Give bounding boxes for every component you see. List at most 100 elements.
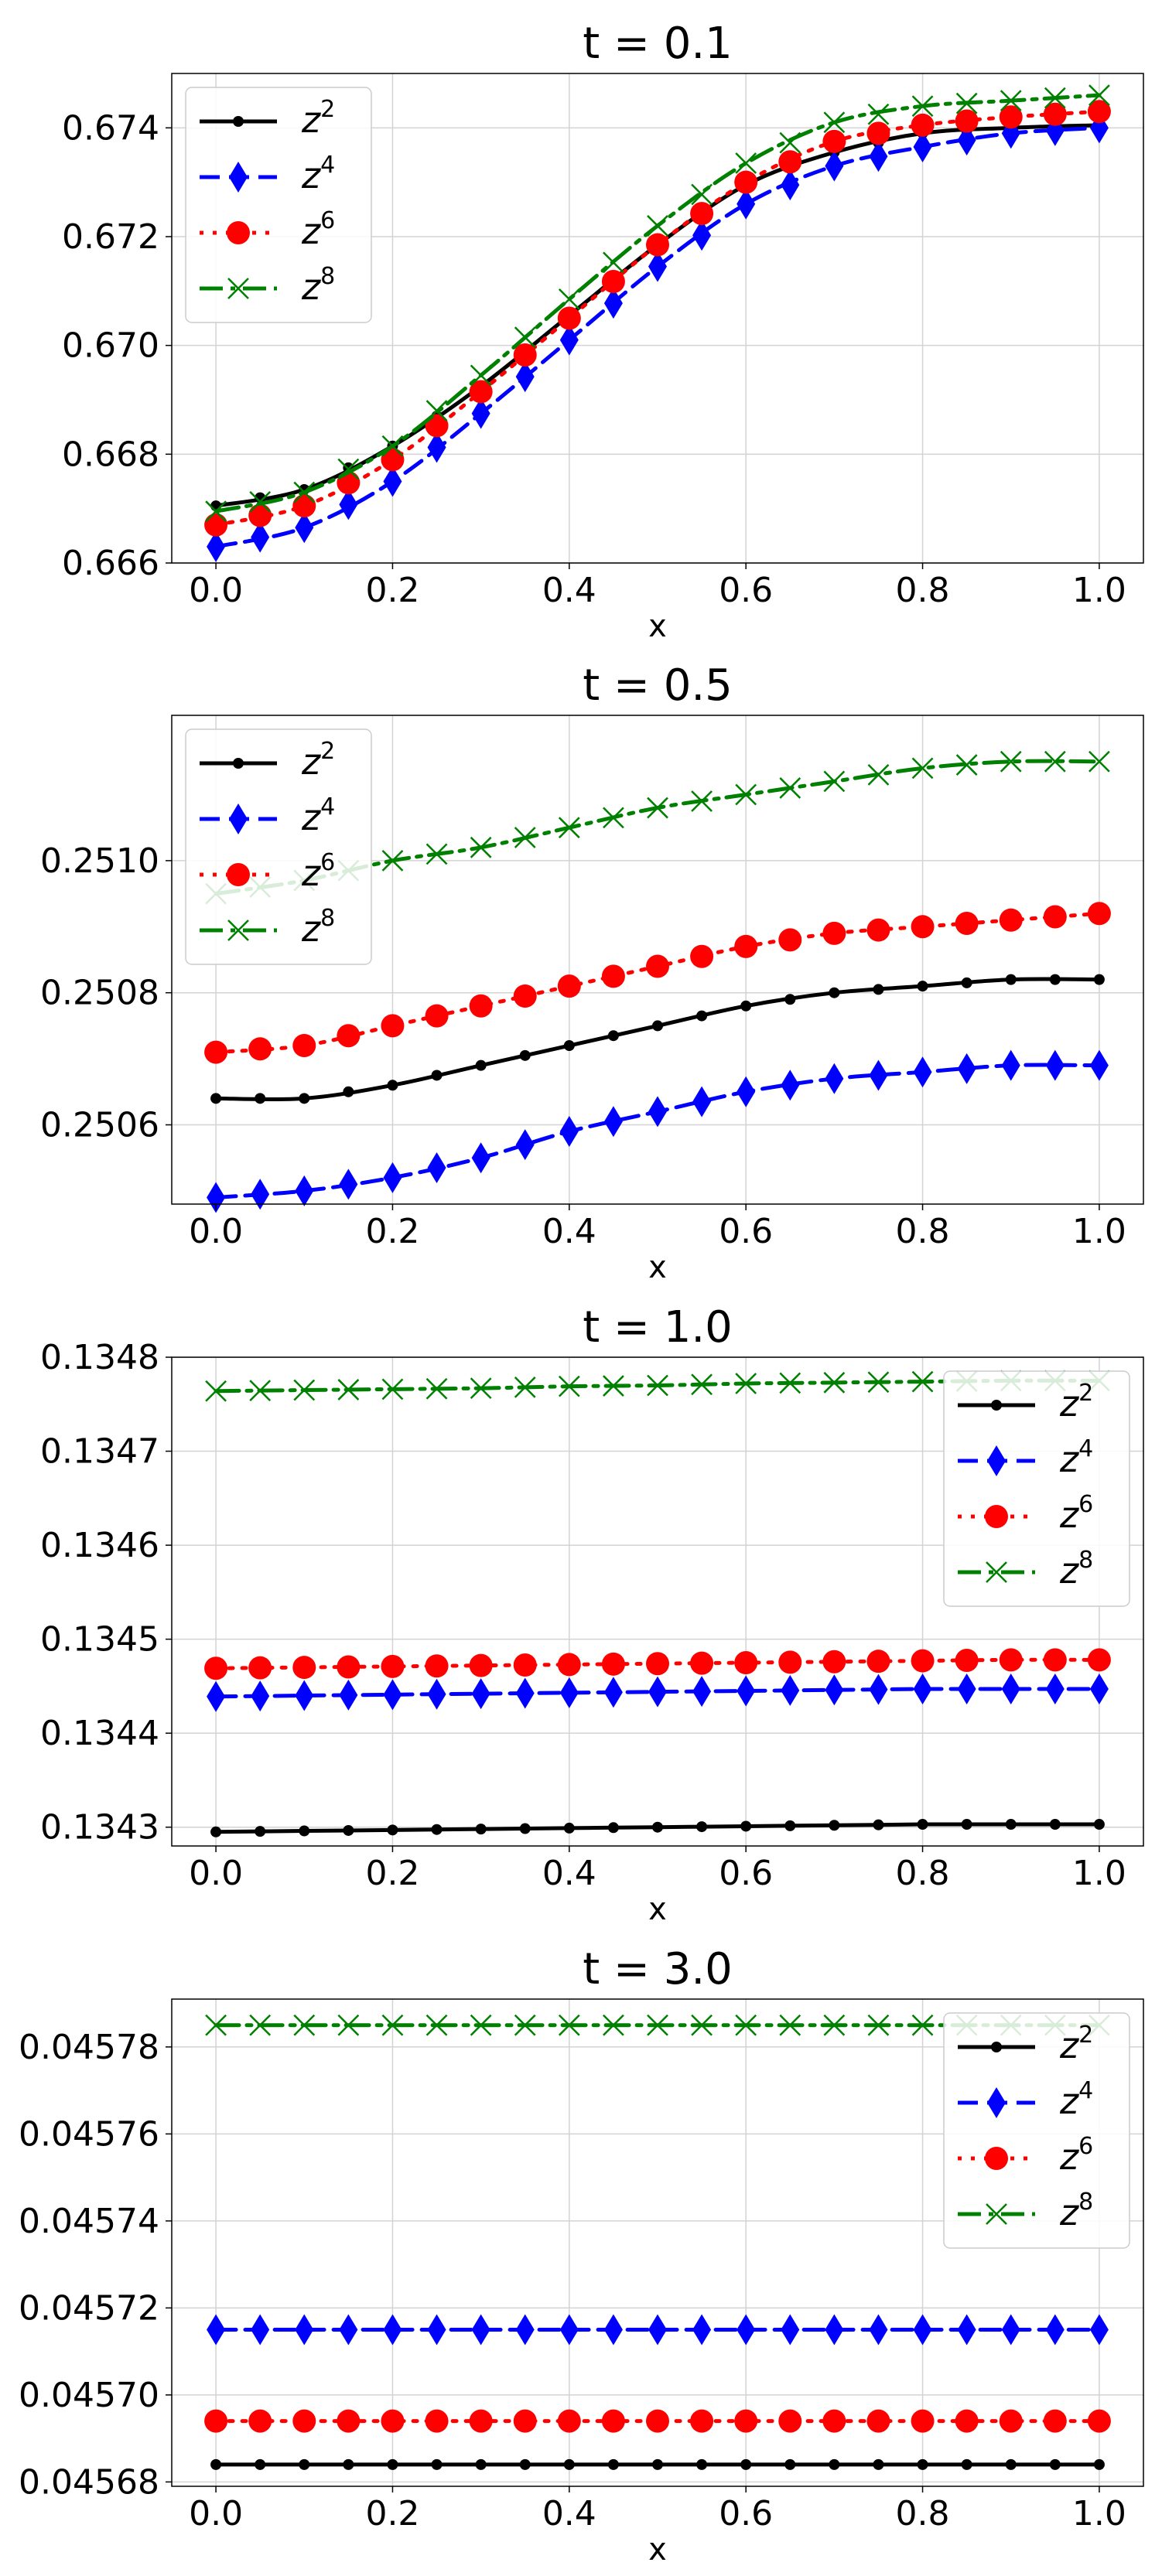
series-z4 xyxy=(207,1674,1109,1712)
x-tick-label: 0.2 xyxy=(365,571,419,610)
data-point xyxy=(646,1652,669,1676)
legend-box xyxy=(185,87,372,323)
data-point xyxy=(471,2314,490,2346)
data-point xyxy=(1000,90,1022,112)
data-point xyxy=(339,489,358,520)
data-point xyxy=(692,1086,712,1117)
axes-frame xyxy=(171,715,1144,1205)
data-point xyxy=(515,361,535,393)
data-point xyxy=(557,1653,581,1677)
data-point xyxy=(603,1677,623,1708)
data-point xyxy=(207,1680,226,1712)
chart-panel-1: 0.0 0.2 0.4 0.6 0.8 1.0 0.666 0.668 0.670 0.672 0.… xyxy=(62,19,1144,644)
chart-title: t = 0.5 xyxy=(583,660,733,711)
data-point xyxy=(293,2014,316,2036)
data-point xyxy=(251,1179,270,1210)
legend-box xyxy=(943,1370,1130,1607)
legend-label-base: z xyxy=(1059,1383,1079,1424)
data-point xyxy=(249,1380,272,1402)
data-point xyxy=(204,1656,228,1680)
legend-label-superscript: 6 xyxy=(1078,1491,1093,1518)
data-point xyxy=(737,188,756,220)
data-point xyxy=(1093,1819,1105,1830)
legend-marker xyxy=(227,221,250,244)
data-point xyxy=(1089,750,1110,773)
data-point xyxy=(1043,2409,1067,2433)
data-point xyxy=(383,1679,402,1711)
y-tick-label: 0.1346 xyxy=(40,1526,159,1565)
data-point xyxy=(647,797,668,819)
data-point xyxy=(911,757,934,780)
legend-box xyxy=(185,728,372,965)
data-point xyxy=(778,2409,802,2433)
legend-label: z8 xyxy=(1059,2189,1093,2233)
data-point xyxy=(205,500,227,523)
data-point xyxy=(1005,2458,1017,2470)
y-tick-label: 0.04572 xyxy=(19,2288,159,2328)
data-point xyxy=(829,1820,840,1831)
data-point xyxy=(957,1674,976,1705)
legend-label-base: z xyxy=(301,797,321,838)
data-point xyxy=(917,2458,928,2470)
data-point xyxy=(823,2014,846,2036)
data-point xyxy=(647,2014,668,2036)
legend-label: z2 xyxy=(1059,2022,1093,2066)
data-point xyxy=(648,2314,667,2346)
data-point xyxy=(248,1656,272,1680)
axes-frame xyxy=(171,73,1144,564)
data-point xyxy=(295,2314,314,2346)
chart-title: t = 3.0 xyxy=(583,1944,733,1994)
data-point xyxy=(251,1680,270,1712)
data-point xyxy=(470,2014,492,2036)
data-point xyxy=(1093,2458,1105,2470)
data-point xyxy=(911,2409,935,2433)
data-point xyxy=(955,109,979,133)
series-line xyxy=(214,125,1102,549)
data-point xyxy=(778,928,802,952)
data-point xyxy=(913,2314,932,2346)
data-point xyxy=(740,1000,752,1012)
x-tick-label: 1.0 xyxy=(1072,571,1126,610)
data-point xyxy=(955,1648,979,1672)
data-point xyxy=(337,2014,360,2036)
legend-label-superscript: 8 xyxy=(1078,1547,1093,1574)
data-point xyxy=(425,400,448,421)
legend-label: z6 xyxy=(1059,2133,1093,2178)
data-point xyxy=(735,783,757,806)
data-point xyxy=(343,1086,354,1097)
x-tick-label: 0.6 xyxy=(719,571,773,610)
data-point xyxy=(381,850,404,872)
data-point xyxy=(204,513,228,537)
x-tick-label: 0.2 xyxy=(365,1854,419,1893)
legend-label-base: z xyxy=(1059,1550,1079,1592)
data-point xyxy=(779,777,801,799)
series-z4 xyxy=(207,1049,1109,1213)
x-tick-label: 1.0 xyxy=(1072,1212,1126,1251)
x-tick-label: 0.8 xyxy=(896,1854,950,1893)
data-point xyxy=(475,2458,487,2470)
series-z6 xyxy=(204,100,1111,537)
data-point xyxy=(558,817,580,839)
data-point xyxy=(648,1096,667,1128)
data-point xyxy=(519,1823,531,1834)
data-point xyxy=(381,448,405,472)
y-tick-label: 0.04568 xyxy=(19,2462,159,2502)
data-point xyxy=(957,1053,976,1084)
data-point xyxy=(911,2014,934,2036)
data-point xyxy=(652,2458,663,2470)
data-point xyxy=(913,1674,932,1705)
data-point xyxy=(911,915,935,939)
data-point xyxy=(427,1152,446,1184)
data-point xyxy=(299,2458,310,2470)
legend-label-base: z xyxy=(1059,2025,1079,2066)
data-point xyxy=(343,2458,354,2470)
data-point xyxy=(557,974,581,998)
legend-label: z4 xyxy=(301,152,335,196)
data-point xyxy=(737,2314,756,2346)
data-point xyxy=(1089,1049,1109,1081)
data-point xyxy=(955,92,978,114)
data-point xyxy=(778,1650,802,1674)
x-tick-label: 0.8 xyxy=(896,2494,950,2533)
data-point xyxy=(866,1650,890,1674)
